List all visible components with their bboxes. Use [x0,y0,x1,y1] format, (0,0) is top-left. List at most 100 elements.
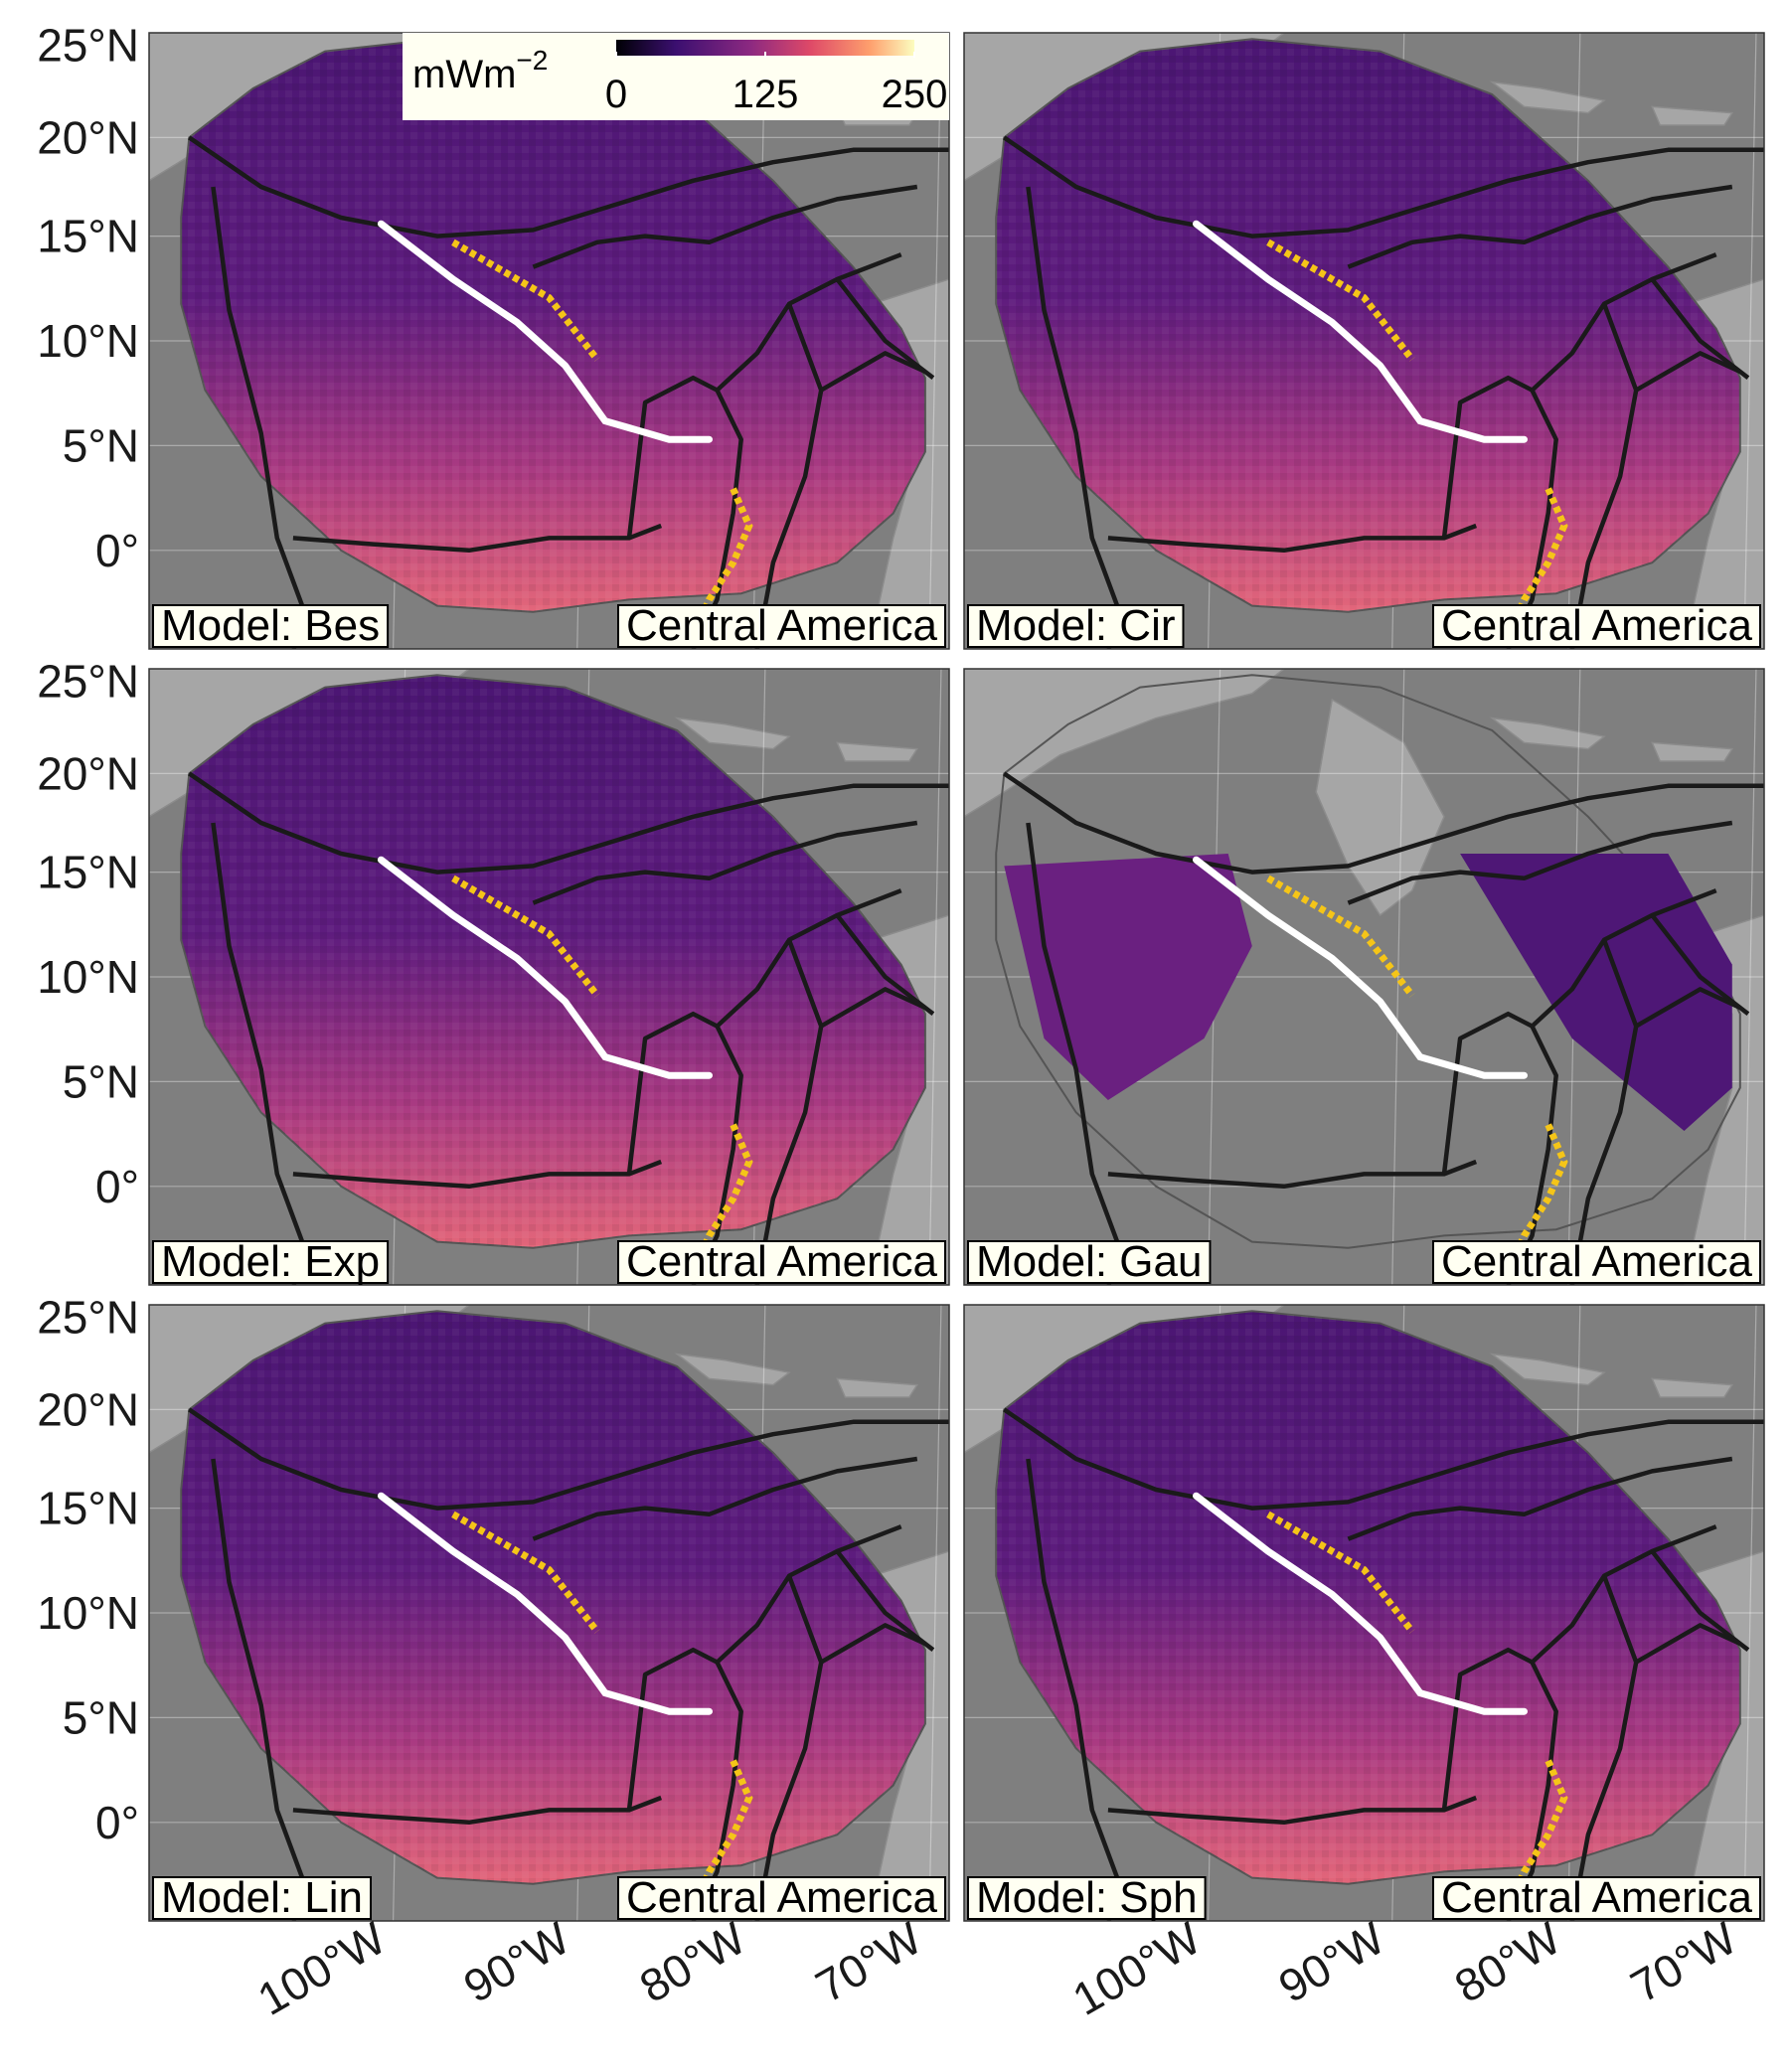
x-tick-label: 70°W [1622,1911,1745,2012]
plate-boundary [1650,1549,1750,1652]
model-label: Model: Gau [967,1237,1212,1286]
panel-border [963,32,1765,650]
land-mass [836,741,919,762]
land-mass [1489,1353,1606,1386]
colorbar-legend: mWm−2 0 125 250 [403,33,949,120]
gridline [1391,669,1405,1285]
region-label-text: Central America [626,601,938,650]
plate-boundary [1003,771,1764,875]
model-label: Model: Lin [152,1873,373,1922]
y-tick-label: 0° [95,1161,139,1212]
map-panel: Model: Cir Central America [963,32,1765,650]
y-tick-label: 20°N [37,1383,139,1435]
plate-boundary [754,939,824,1285]
y-tick-label: 10°N [37,1587,139,1639]
y-tick-label: 0° [95,525,139,576]
model-label: Model: Exp [152,1237,390,1286]
land-mass [1315,698,1445,917]
model-label-text: Model: Sph [976,1873,1198,1922]
map-panel: Model: Lin Central America [148,1304,950,1922]
colorbar-tick-label: 0 [605,73,627,116]
plate-boundary [532,184,918,269]
land-mass [964,669,1286,818]
plate-boundary [1569,303,1639,649]
plate-boundary [532,1456,918,1541]
gridline [928,669,942,1285]
plate-boundary [1569,939,1639,1285]
y-tick-label: 25°N [37,655,139,707]
colorbar-unit: mWm−2 [412,45,548,96]
region-label: Central America [616,1237,946,1286]
region-label: Central America [616,1873,946,1922]
x-tick-label: 90°W [1270,1911,1393,2012]
plate-boundary [1569,1575,1639,1921]
gridline [1743,1305,1757,1921]
heat-flow-field [995,674,1741,1249]
heat-flow-field [1460,854,1732,1131]
plate-boundary [188,771,949,875]
plate-boundary [1441,375,1534,539]
x-tick-label: 80°W [631,1911,754,2012]
colorbar-tick-label: 125 [732,73,799,116]
volcano-chain [451,239,600,362]
model-label-text: Model: Cir [976,601,1176,650]
region-label-text: Central America [626,1237,938,1286]
plate-boundary [1347,820,1733,905]
plate-boundary [754,1575,824,1921]
land-mass [1489,80,1606,114]
y-tick-label: 10°N [37,315,139,367]
panel-border [963,1304,1765,1922]
y-tick-label: 5°N [63,1691,139,1743]
panel-border [148,1304,950,1922]
plate-boundary [1107,1795,1478,1826]
model-label-text: Model: Bes [161,601,380,650]
plate-boundary [626,375,719,539]
plate-boundary [1003,1407,1764,1511]
region-label-text: Central America [1441,1237,1753,1286]
panel-border [963,668,1765,1286]
model-label: Model: Bes [152,601,390,650]
gridline [928,33,942,649]
region-label-text: Central America [626,1873,938,1922]
segment-line [377,220,713,443]
model-label-text: Model: Exp [161,1237,380,1286]
plate-boundary [532,820,918,905]
plate-boundary [188,1407,949,1511]
plate-boundary [1107,523,1478,554]
y-tick-label: 0° [95,1797,139,1848]
gridline [928,1305,942,1921]
gridline [1743,33,1757,649]
volcano-chain [1266,239,1415,362]
plate-boundary [820,1623,926,1665]
y-tick-label: 15°N [37,211,139,262]
model-label-text: Model: Gau [976,1237,1202,1286]
y-tick-label: 20°N [37,111,139,163]
volcano-chain [690,1123,753,1274]
y-tick-label: 5°N [63,1055,139,1107]
y-tick-label: 10°N [37,951,139,1003]
plate-boundary [820,351,926,393]
segment-line [1193,856,1528,1079]
plate-boundary [1635,987,1741,1029]
region-label: Central America [1431,1873,1761,1922]
model-label-text: Model: Lin [161,1873,363,1922]
volcano-chain [690,487,753,638]
x-tick-label: 100°W [1064,1911,1211,2025]
segment-line [1193,220,1528,443]
plate-boundary [1003,135,1764,239]
plate-boundary [188,135,949,239]
panel-border [148,668,950,1286]
plate-boundary [1650,277,1750,380]
model-label: Model: Cir [967,601,1185,650]
land-mass [1651,1377,1734,1398]
land-mass [1489,717,1606,750]
region-label: Central America [1431,1237,1761,1286]
map-panel: Model: Sph Central America [963,1304,1765,1922]
y-tick-label: 5°N [63,419,139,471]
volcano-chain [451,875,600,998]
land-mass [1651,105,1734,126]
map-panel: Model: Exp Central America [148,668,950,1286]
region-label-text: Central America [1441,1873,1753,1922]
plate-boundary [1347,184,1733,269]
volcano-chain [451,1511,600,1634]
